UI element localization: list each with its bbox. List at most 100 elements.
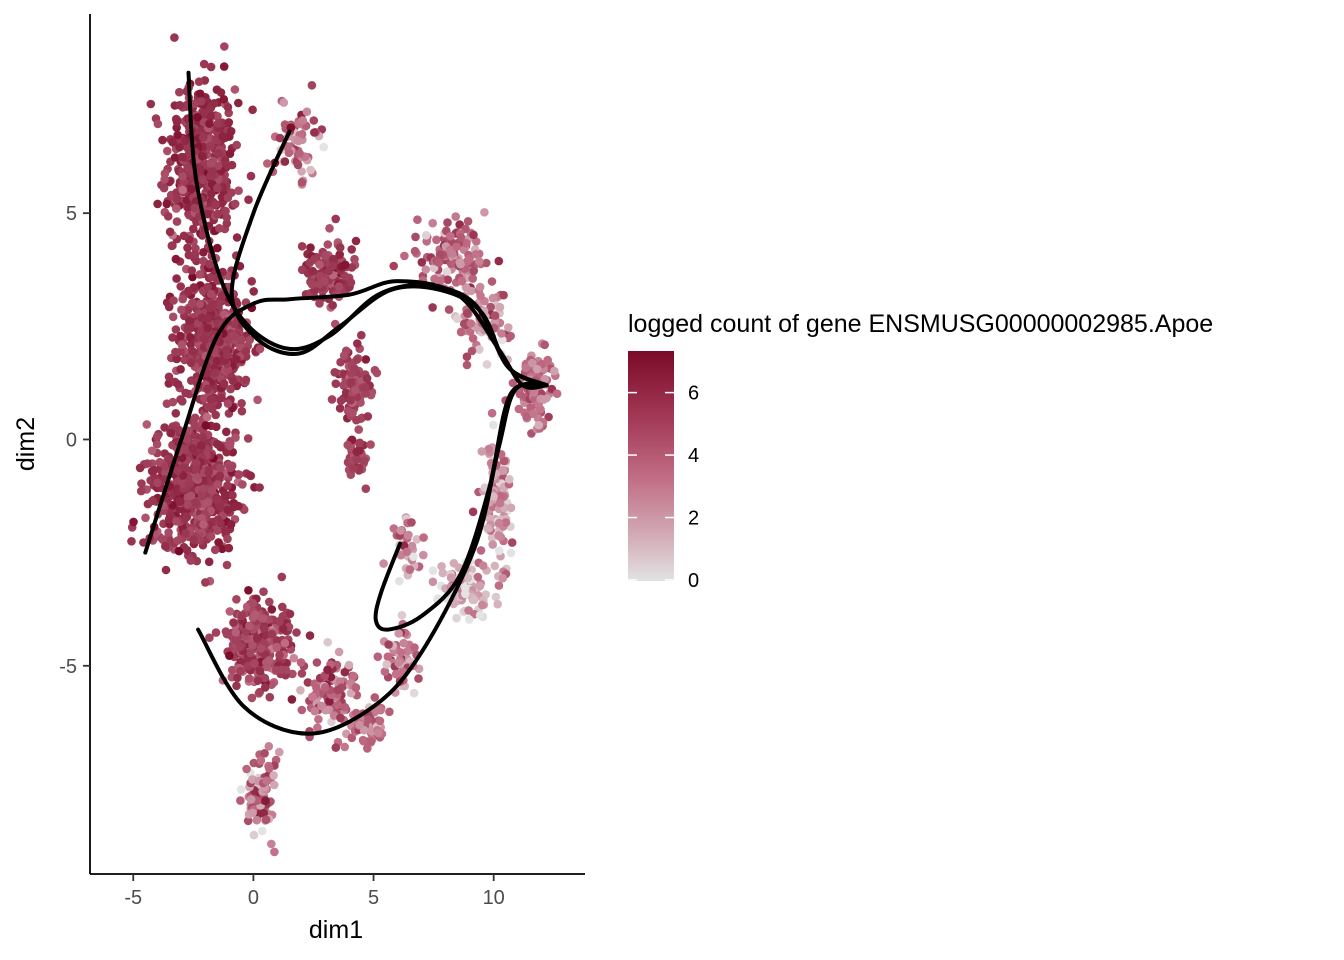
- data-point: [165, 227, 175, 237]
- data-point: [403, 531, 413, 540]
- data-point: [260, 749, 269, 758]
- data-point: [452, 613, 461, 623]
- data-point: [211, 410, 220, 420]
- data-point: [482, 258, 491, 268]
- data-point: [199, 248, 208, 257]
- data-point: [260, 673, 270, 683]
- data-point: [176, 331, 185, 341]
- data-point: [331, 379, 341, 389]
- data-point: [135, 463, 145, 473]
- data-point: [214, 538, 223, 547]
- data-point: [383, 652, 393, 661]
- data-point: [211, 368, 220, 378]
- data-point: [522, 412, 531, 421]
- data-point: [188, 272, 197, 282]
- data-point: [169, 296, 178, 305]
- data-point: [143, 459, 152, 468]
- data-point: [252, 634, 262, 643]
- data-point: [286, 123, 296, 132]
- data-point: [227, 160, 237, 170]
- data-point: [172, 517, 181, 526]
- data-point: [245, 335, 254, 345]
- data-point: [350, 364, 359, 374]
- data-point: [314, 715, 323, 724]
- data-point: [451, 212, 461, 221]
- data-point: [127, 537, 136, 546]
- data-point: [297, 242, 307, 251]
- data-point: [275, 133, 285, 143]
- data-point: [195, 270, 204, 279]
- data-point: [453, 314, 462, 324]
- data-point: [419, 550, 428, 560]
- data-point: [267, 839, 276, 849]
- data-point: [217, 544, 227, 554]
- data-point: [428, 566, 438, 575]
- data-point: [178, 185, 187, 195]
- data-point: [350, 385, 360, 395]
- data-point: [249, 659, 259, 668]
- data-point: [550, 366, 559, 376]
- data-point: [448, 249, 457, 259]
- data-point: [275, 617, 284, 626]
- data-point: [499, 290, 508, 300]
- data-point: [507, 538, 517, 547]
- data-point: [490, 561, 500, 571]
- data-point: [476, 546, 486, 555]
- data-point: [225, 132, 234, 141]
- data-point: [173, 130, 182, 140]
- data-point: [438, 568, 448, 578]
- data-point: [434, 258, 444, 267]
- data-point: [255, 483, 264, 492]
- data-point: [225, 149, 235, 158]
- data-point: [407, 518, 416, 527]
- data-point: [171, 325, 181, 334]
- data-point: [468, 507, 478, 517]
- x-tick-label: 10: [483, 887, 505, 909]
- data-point: [234, 186, 243, 195]
- data-point: [224, 118, 234, 127]
- data-point: [203, 402, 213, 412]
- data-point: [194, 77, 204, 86]
- data-point: [175, 504, 185, 514]
- data-point: [310, 706, 320, 716]
- data-point: [136, 486, 146, 496]
- data-point: [346, 278, 356, 287]
- data-point: [152, 440, 162, 449]
- data-point: [206, 289, 216, 299]
- data-point: [275, 747, 284, 757]
- data-point: [370, 693, 380, 702]
- data-point: [495, 498, 505, 508]
- data-point: [202, 498, 212, 508]
- data-point: [486, 302, 495, 312]
- data-point: [142, 420, 152, 429]
- data-point: [395, 576, 404, 586]
- data-point: [237, 406, 247, 416]
- data-point: [379, 559, 388, 568]
- data-point: [279, 98, 289, 107]
- data-point: [253, 395, 262, 405]
- data-point: [482, 360, 492, 369]
- data-point: [208, 167, 217, 176]
- data-point: [421, 265, 431, 274]
- data-point: [331, 743, 341, 752]
- y-tick-label: 0: [66, 429, 77, 451]
- data-point: [226, 463, 235, 473]
- data-point: [457, 276, 467, 286]
- data-point: [171, 409, 181, 418]
- data-point: [498, 573, 508, 583]
- data-point: [357, 330, 366, 340]
- data-point: [198, 132, 208, 142]
- data-point: [259, 808, 269, 818]
- data-point: [242, 764, 251, 774]
- data-point: [195, 89, 205, 99]
- data-point: [228, 491, 237, 500]
- data-point: [153, 478, 162, 488]
- data-point: [463, 217, 473, 226]
- data-point: [176, 282, 185, 291]
- data-point: [277, 572, 287, 582]
- data-point: [213, 209, 222, 219]
- data-point: [190, 413, 200, 423]
- data-point: [494, 546, 504, 556]
- data-point: [199, 108, 208, 118]
- data-point: [374, 728, 383, 738]
